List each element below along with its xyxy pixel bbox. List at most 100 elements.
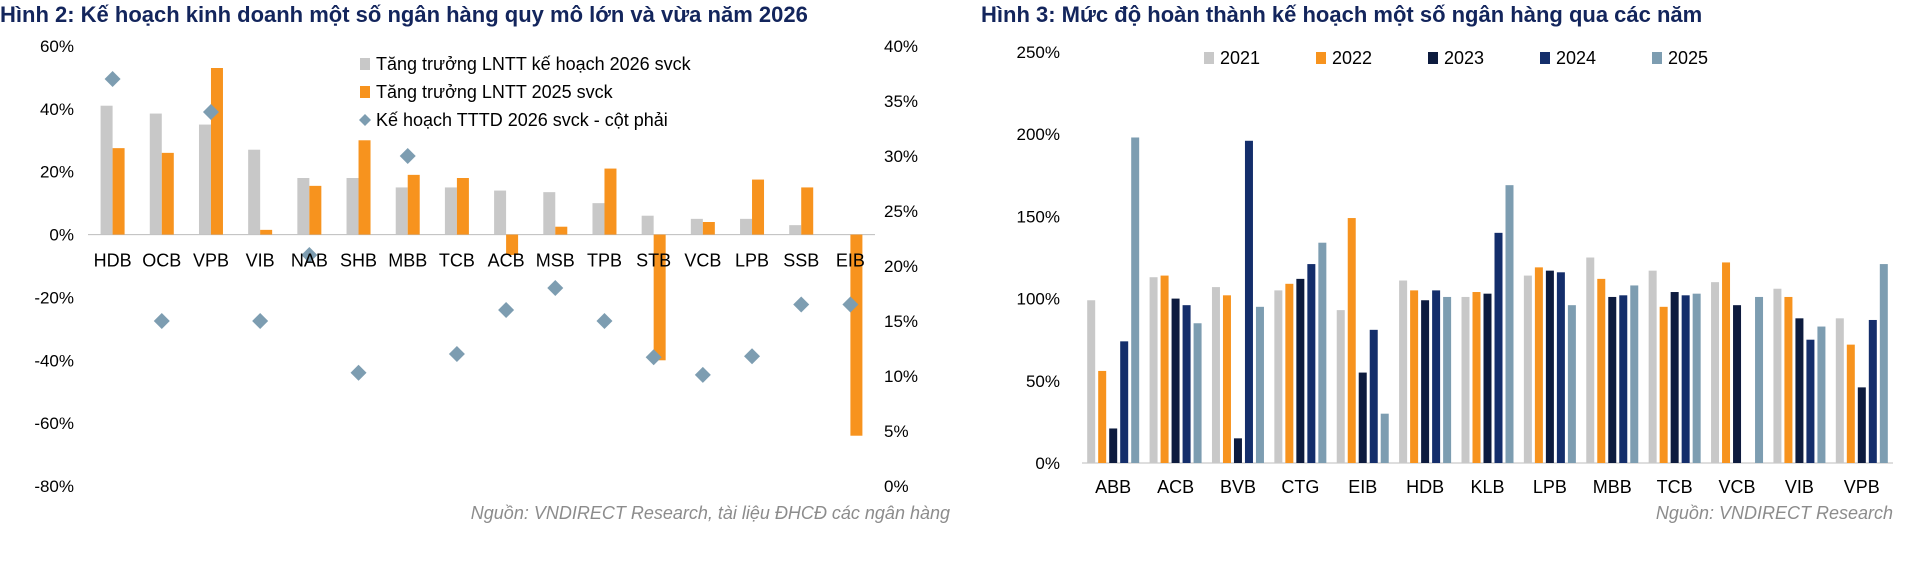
category-label: CTG — [1281, 477, 1319, 497]
credit-growth-point — [399, 148, 416, 164]
bar-year-2022 — [1472, 292, 1481, 463]
y-tick-label: 200% — [1017, 125, 1060, 144]
bar-year-2024 — [1244, 140, 1253, 463]
chart-2-category-labels: ABB ACB BVB CTG EIB HDB KLB LPB MBB TCB VCB VIB VPB — [1095, 477, 1880, 497]
credit-growth-point — [202, 104, 219, 120]
bar-year-2023 — [1358, 372, 1367, 463]
bar-year-2023 — [1857, 387, 1866, 463]
category-label: ABB — [1095, 477, 1131, 497]
bar-year-2021 — [1586, 257, 1595, 463]
chart-2-bars — [1087, 137, 1888, 463]
category-label: LPB — [1533, 477, 1567, 497]
bar-year-2022 — [1846, 344, 1855, 463]
category-label: TPB — [587, 251, 622, 271]
right-tick-label: 35% — [884, 92, 918, 111]
bar-year-2021 — [1461, 296, 1470, 463]
credit-growth-point — [547, 280, 564, 296]
bar-year-2023 — [1483, 293, 1492, 463]
bar-actual-2025 — [604, 168, 617, 235]
chart-business-plan: Hình 2: Kế hoạch kinh doanh một số ngân … — [0, 2, 950, 523]
bar-year-2022 — [1098, 370, 1107, 463]
category-label: NAB — [291, 251, 328, 271]
legend-swatch — [1652, 52, 1662, 64]
bar-actual-2025 — [260, 229, 273, 235]
legend-label: 2021 — [1220, 48, 1260, 68]
category-label: BVB — [1220, 477, 1256, 497]
bar-plan-2026 — [789, 225, 802, 235]
bar-actual-2025 — [506, 234, 519, 255]
bar-year-2024 — [1369, 329, 1378, 463]
category-label: VCB — [1719, 477, 1756, 497]
bar-actual-2025 — [210, 68, 223, 235]
bar-year-2025 — [1692, 293, 1701, 463]
bar-year-2025 — [1193, 323, 1202, 463]
left-tick-label: -80% — [34, 477, 74, 496]
credit-growth-point — [744, 348, 761, 365]
bar-plan-2026 — [494, 190, 507, 235]
legend-label: 2022 — [1332, 48, 1372, 68]
left-tick-label: -20% — [34, 288, 74, 307]
bar-year-2022 — [1410, 290, 1419, 463]
bar-plan-2026 — [444, 187, 457, 235]
bar-actual-2025 — [801, 187, 814, 235]
bar-actual-2025 — [407, 174, 420, 235]
chart-1-source: Nguồn: VNDIRECT Research, tài liệu ĐHCĐ … — [471, 503, 950, 523]
chart-2-title: Hình 3: Mức độ hoàn thành kế hoạch một s… — [981, 2, 1702, 27]
bar-year-2021 — [1711, 282, 1720, 463]
bar-year-2022 — [1784, 296, 1793, 463]
category-label: ACB — [1157, 477, 1194, 497]
chart-2-legend: 2021 2022 2023 2024 2025 — [1204, 48, 1708, 68]
legend-marker — [359, 114, 371, 126]
legend-label: Tăng trưởng LNTT 2025 svck — [376, 82, 614, 102]
y-tick-label: 250% — [1017, 43, 1060, 62]
credit-growth-point — [842, 296, 859, 313]
bar-plan-2026 — [592, 203, 605, 235]
chart-1-title: Hình 2: Kế hoạch kinh doanh một số ngân … — [0, 2, 808, 27]
bar-year-2025 — [1318, 242, 1327, 463]
credit-growth-point — [694, 366, 711, 383]
bar-actual-2025 — [555, 226, 568, 235]
category-label: VCB — [684, 251, 721, 271]
credit-growth-point — [301, 247, 318, 263]
y-tick-label: 100% — [1017, 290, 1060, 309]
category-label: VIB — [246, 251, 275, 271]
bar-actual-2025 — [653, 234, 666, 361]
chart-1-bars — [100, 68, 863, 436]
bar-actual-2025 — [850, 234, 863, 436]
bar-year-2024 — [1556, 272, 1565, 463]
bar-actual-2025 — [112, 148, 125, 235]
category-label: HDB — [1406, 477, 1444, 497]
bar-year-2021 — [1773, 288, 1782, 463]
bar-year-2023 — [1670, 292, 1679, 463]
bar-plan-2026 — [543, 192, 556, 235]
right-tick-label: 10% — [884, 367, 918, 386]
bar-year-2023 — [1733, 305, 1742, 463]
legend-swatch — [1204, 52, 1214, 64]
category-label: ACB — [488, 251, 525, 271]
category-label: VIB — [1785, 477, 1814, 497]
bar-year-2023 — [1171, 298, 1180, 463]
bar-year-2024 — [1868, 319, 1877, 463]
chart-1-legend: Tăng trưởng LNTT kế hoạch 2026 svck Tăng … — [359, 54, 692, 130]
category-label: EIB — [836, 251, 865, 271]
chart-1-category-labels: HDB OCB VPB VIB NAB SHB MBB TCB ACB MSB TPB STB VCB L… — [94, 251, 865, 271]
bar-year-2022 — [1222, 295, 1231, 463]
right-tick-label: 25% — [884, 202, 918, 221]
bar-year-2023 — [1109, 428, 1118, 463]
category-label: MBB — [388, 251, 427, 271]
bar-year-2022 — [1534, 267, 1543, 463]
chart-1-points — [104, 71, 859, 383]
bar-year-2024 — [1806, 339, 1815, 463]
bar-plan-2026 — [149, 113, 162, 235]
bar-year-2023 — [1233, 438, 1242, 463]
left-tick-label: 20% — [40, 163, 74, 182]
bar-plan-2026 — [248, 149, 261, 235]
bar-year-2022 — [1285, 283, 1294, 463]
y-tick-label: 50% — [1026, 372, 1060, 391]
y-tick-label: 0% — [1035, 454, 1060, 473]
category-label: TCB — [1657, 477, 1693, 497]
bar-year-2021 — [1399, 280, 1408, 463]
category-label: LPB — [735, 251, 769, 271]
bar-year-2024 — [1619, 295, 1628, 463]
